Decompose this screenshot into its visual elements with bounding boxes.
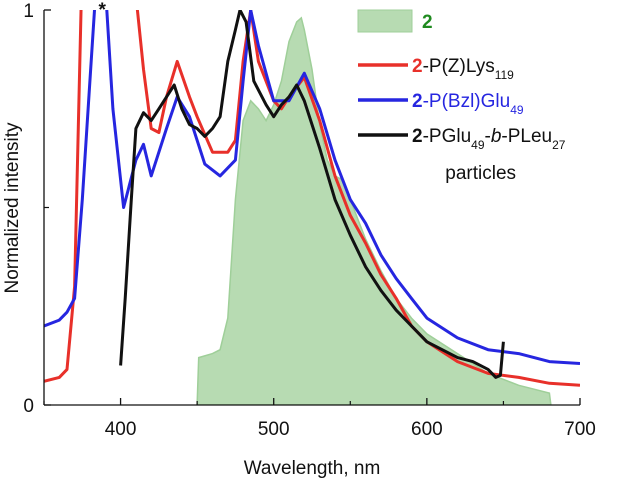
plot-area bbox=[44, 10, 580, 405]
y-tick-label: 0 bbox=[23, 396, 34, 417]
x-tick-label: 500 bbox=[258, 419, 290, 440]
axes bbox=[43, 9, 581, 406]
legend-label: 2 bbox=[422, 12, 433, 33]
legend-label: 2-PGlu49-b-PLeu27 particles bbox=[412, 126, 566, 184]
x-tick-label: 600 bbox=[411, 419, 443, 440]
line bbox=[44, 10, 580, 365]
annotation: * bbox=[98, 0, 106, 21]
legend: 2 2-P(Z)Lys119 2-P(Bzl)Glu49 2-PGlu49-b-PLe… bbox=[357, 9, 566, 184]
legend-label: 2-P(Z)Lys119 bbox=[412, 56, 514, 82]
x-tick-label: 400 bbox=[105, 419, 137, 440]
y-tick-label: 1 bbox=[23, 1, 34, 22]
x-axis-label: Wavelength, nm bbox=[244, 458, 381, 479]
legend-label: 2-P(Bzl)Glu49 bbox=[412, 91, 524, 117]
x-tick-label: 700 bbox=[564, 419, 596, 440]
y-axis-label: Normalized intensity bbox=[2, 122, 23, 294]
legend-swatch bbox=[357, 9, 413, 33]
line bbox=[119, 10, 505, 379]
